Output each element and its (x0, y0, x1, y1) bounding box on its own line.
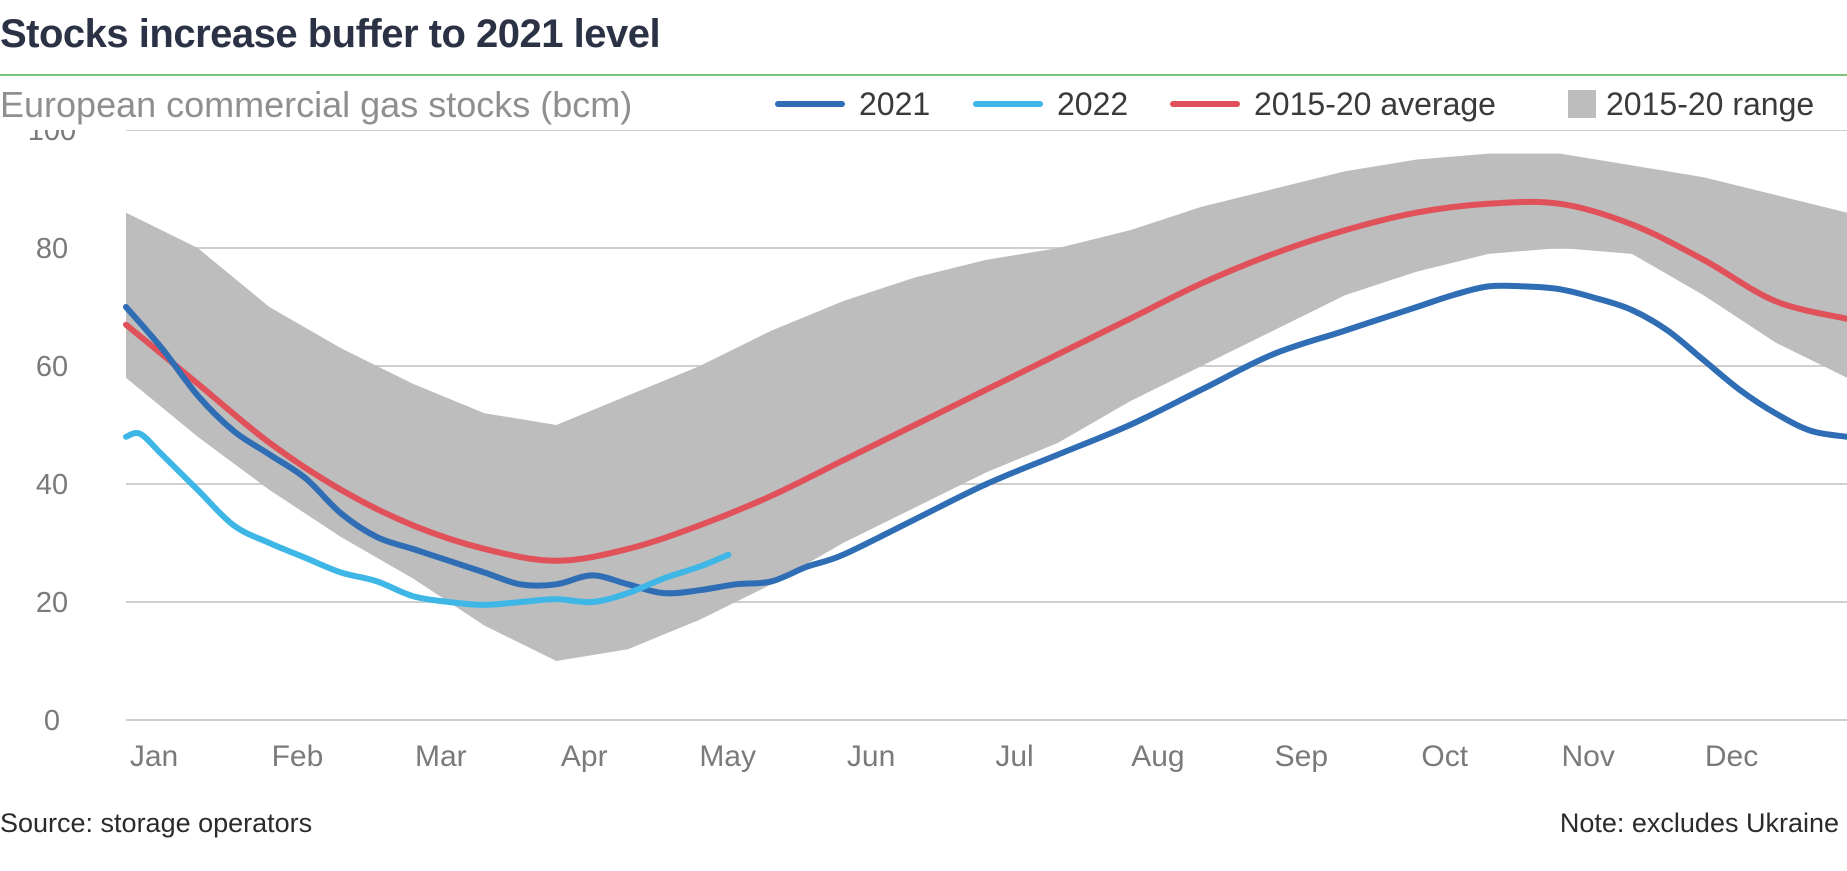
legend-swatch-average (1170, 101, 1240, 107)
series-line-2022 (123, 430, 732, 608)
legend-label-range: 2015-20 range (1606, 85, 1815, 122)
footnote: Note: excludes Ukraine (1559, 808, 1839, 838)
legend-item-average: 2015-20 average (1170, 84, 1496, 124)
x-tick-label: Aug (1131, 740, 1184, 773)
legend-swatch-2021 (775, 101, 845, 107)
title-divider (0, 74, 1847, 76)
x-tick-label: Dec (1705, 740, 1758, 773)
legend-label-2022: 2022 (1057, 85, 1129, 122)
legend-label-average: 2015-20 average (1254, 85, 1496, 122)
axis-ticks: 0 20 40 60 80 100 Jan Feb Mar Apr May Jun Jul Aug Sep O… (28, 130, 1758, 773)
chart-subtitle: European commercial gas stocks (bcm) (0, 84, 633, 125)
legend-item-2021: 2021 (775, 84, 930, 124)
range-band-2015-20 (126, 153, 1847, 661)
y-tick-label: 80 (36, 233, 68, 265)
legend-item-range: 2015-20 range (1568, 84, 1814, 124)
legend-label-2021: 2021 (859, 85, 931, 122)
y-tick-label: 60 (36, 351, 68, 383)
legend-item-2022: 2022 (973, 84, 1128, 124)
x-tick-label: Oct (1421, 740, 1468, 773)
y-tick-label: 100 (28, 130, 76, 147)
x-tick-label: Feb (272, 740, 324, 773)
x-tick-label: Jan (130, 740, 178, 773)
x-tick-label: Mar (415, 740, 467, 773)
x-tick-label: Jun (847, 740, 895, 773)
y-tick-label: 0 (44, 705, 60, 737)
y-tick-label: 40 (36, 469, 68, 501)
x-tick-label: Apr (561, 740, 608, 773)
series-line-2015-20-average (123, 198, 1847, 564)
y-tick-label: 20 (36, 587, 68, 619)
x-tick-label: Nov (1561, 740, 1614, 773)
chart-plot: 0 20 40 60 80 100 Jan Feb Mar Apr May Jun Jul Aug Sep O… (28, 130, 1847, 773)
chart-title: Stocks increase buffer to 2021 level (0, 12, 661, 56)
x-tick-label: Sep (1275, 740, 1328, 773)
legend-swatch-2022 (973, 101, 1043, 107)
source-note: Source: storage operators (0, 808, 313, 838)
x-tick-label: Jul (995, 740, 1033, 773)
legend-swatch-range (1568, 90, 1596, 118)
series-line-2021 (123, 282, 1847, 597)
x-tick-label: May (699, 740, 756, 773)
